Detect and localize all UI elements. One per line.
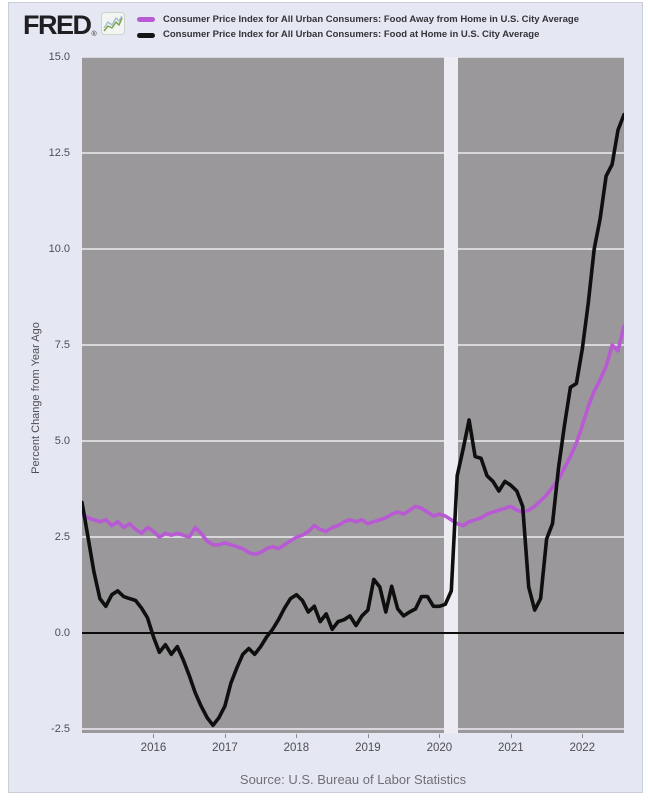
gridline xyxy=(82,440,624,443)
x-tick-mark xyxy=(367,734,369,738)
zero-line xyxy=(82,632,624,635)
x-tick-label: 2018 xyxy=(283,742,310,754)
x-tick-label: 2021 xyxy=(498,742,524,754)
gridline xyxy=(82,728,624,731)
legend-item-food-at-home: Consumer Price Index for All Urban Consu… xyxy=(137,29,579,40)
gridline xyxy=(82,248,624,251)
y-tick-label: 12.5 xyxy=(48,147,70,160)
gridline xyxy=(82,536,624,539)
registered-trademark-symbol: ® xyxy=(91,31,97,38)
y-tick-label: 15.0 xyxy=(48,51,70,63)
fred-logo[interactable]: FRED ® xyxy=(23,11,125,39)
legend-item-food-away-from-home: Consumer Price Index for All Urban Consu… xyxy=(137,14,579,25)
chart-plot-area[interactable] xyxy=(82,57,624,733)
x-tick-mark xyxy=(153,734,155,738)
chart-series-lines xyxy=(82,112,624,728)
x-tick-mark xyxy=(582,734,584,738)
x-tick-mark xyxy=(224,734,226,738)
gridline xyxy=(82,152,624,155)
y-tick-label: 0.0 xyxy=(54,627,70,640)
source-attribution: Source: U.S. Bureau of Labor Statistics xyxy=(239,772,467,787)
line-graph-icon xyxy=(100,12,125,40)
x-tick-label: 2022 xyxy=(569,742,596,754)
y-tick-label: 10.0 xyxy=(48,243,70,256)
series-line-food-away-from-home xyxy=(82,324,624,557)
legend-label: Consumer Price Index for All Urban Consu… xyxy=(163,14,579,25)
recession-shading-band xyxy=(444,57,459,733)
y-tick-label: 7.5 xyxy=(54,339,70,352)
x-tick-mark xyxy=(510,734,512,738)
x-tick-mark xyxy=(296,734,298,738)
x-tick-label: 2017 xyxy=(212,742,238,754)
y-tick-label: 5.0 xyxy=(54,435,70,448)
y-tick-label: -2.5 xyxy=(51,723,70,736)
gridline xyxy=(82,57,624,58)
x-tick-label: 2016 xyxy=(140,742,167,754)
chart-legend: Consumer Price Index for All Urban Consu… xyxy=(137,14,579,45)
legend-swatch-purple xyxy=(137,17,155,23)
legend-label: Consumer Price Index for All Urban Consu… xyxy=(163,29,540,41)
x-tick-label: 2019 xyxy=(355,742,381,754)
y-tick-label: 2.5 xyxy=(54,531,70,544)
gridline xyxy=(82,344,624,347)
legend-swatch-black xyxy=(137,32,155,38)
x-tick-label: 2020 xyxy=(426,742,453,754)
series-line-food-at-home xyxy=(82,112,624,728)
x-tick-mark xyxy=(439,734,441,738)
fred-logo-text: FRED xyxy=(23,9,92,40)
